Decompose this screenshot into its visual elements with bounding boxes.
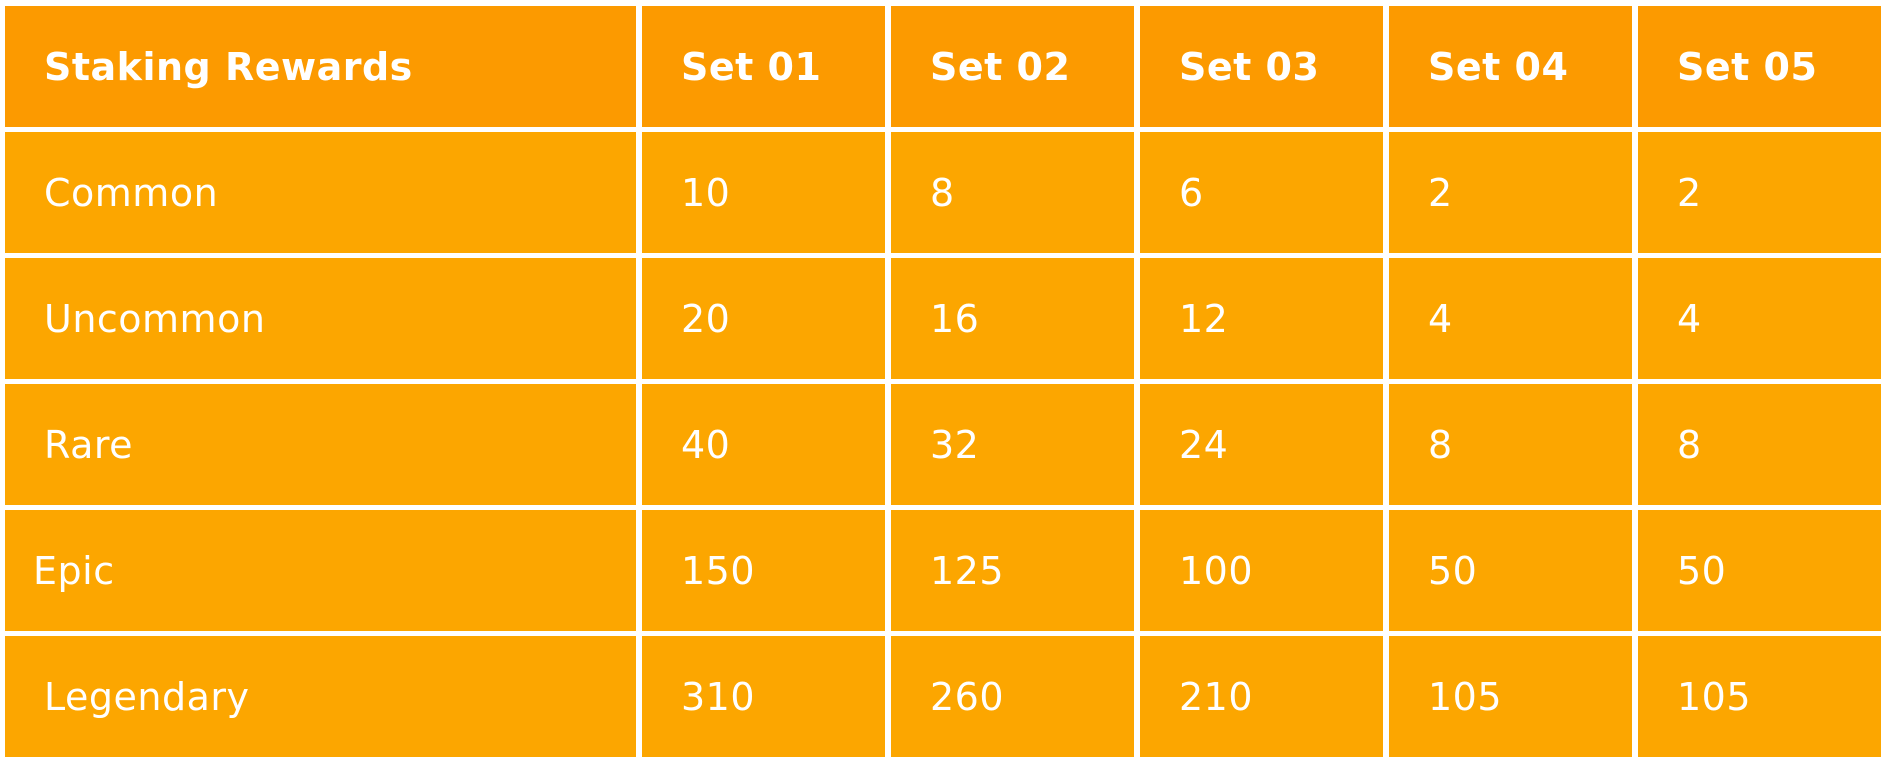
header-cell-staking-rewards: Staking Rewards [5, 6, 636, 127]
table-cell: 50 [1638, 510, 1881, 631]
table-cell: 260 [891, 636, 1134, 757]
table-cell: 6 [1140, 132, 1383, 253]
row-label-common: Common [5, 132, 636, 253]
table-cell: 4 [1389, 258, 1632, 379]
row-label-uncommon: Uncommon [5, 258, 636, 379]
table-cell: 50 [1389, 510, 1632, 631]
table-cell: 32 [891, 384, 1134, 505]
header-cell-set-02: Set 02 [891, 6, 1134, 127]
row-label-legendary: Legendary [5, 636, 636, 757]
header-cell-set-04: Set 04 [1389, 6, 1632, 127]
table-cell: 8 [1389, 384, 1632, 505]
table-cell: 125 [891, 510, 1134, 631]
row-label-rare: Rare [5, 384, 636, 505]
table-cell: 100 [1140, 510, 1383, 631]
row-label-epic: Epic [5, 510, 636, 631]
header-cell-set-05: Set 05 [1638, 6, 1881, 127]
table-cell: 310 [642, 636, 885, 757]
table-cell: 2 [1389, 132, 1632, 253]
table-cell: 40 [642, 384, 885, 505]
table-cell: 12 [1140, 258, 1383, 379]
table-cell: 105 [1389, 636, 1632, 757]
table-cell: 16 [891, 258, 1134, 379]
table-cell: 150 [642, 510, 885, 631]
table-cell: 105 [1638, 636, 1881, 757]
table-cell: 210 [1140, 636, 1383, 757]
table-cell: 4 [1638, 258, 1881, 379]
header-cell-set-01: Set 01 [642, 6, 885, 127]
table-cell: 24 [1140, 384, 1383, 505]
header-cell-set-03: Set 03 [1140, 6, 1383, 127]
table-cell: 8 [891, 132, 1134, 253]
table-cell: 8 [1638, 384, 1881, 505]
table-cell: 10 [642, 132, 885, 253]
table-cell: 2 [1638, 132, 1881, 253]
table-cell: 20 [642, 258, 885, 379]
